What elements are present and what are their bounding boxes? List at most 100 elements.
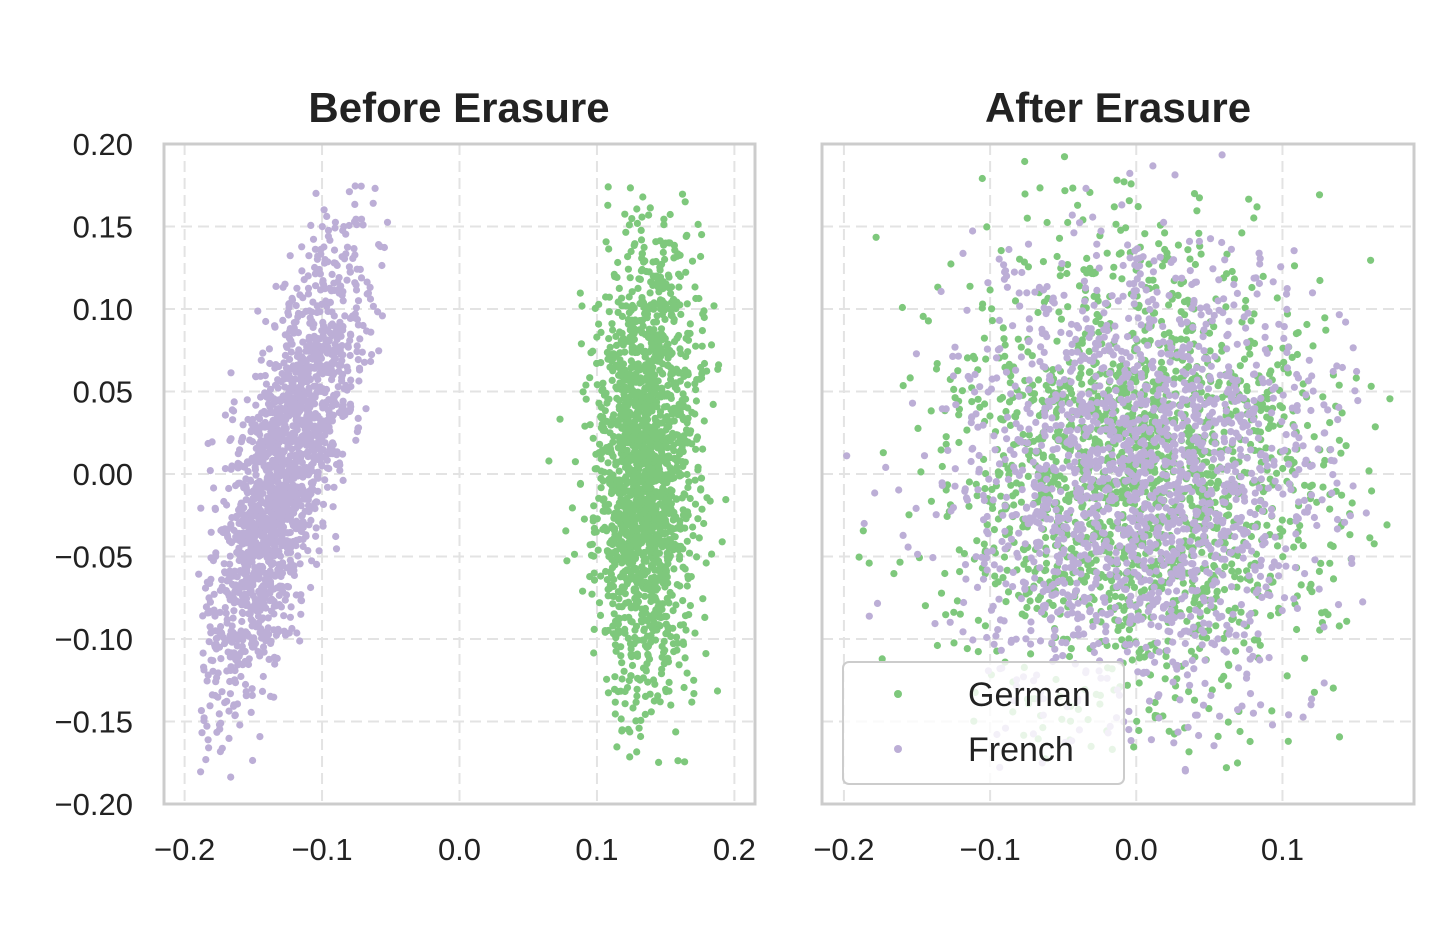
point-german <box>645 211 653 219</box>
point-german <box>1056 272 1064 280</box>
point-german <box>680 432 688 440</box>
point-french <box>222 609 230 617</box>
point-german <box>691 629 699 637</box>
point-french <box>346 336 354 345</box>
point-german <box>681 524 689 532</box>
point-german <box>605 293 614 301</box>
point-french <box>280 359 288 367</box>
point-french <box>222 587 230 596</box>
y-tick-label: −0.10 <box>55 622 133 657</box>
point-german <box>609 326 617 334</box>
point-german <box>1352 374 1360 382</box>
point-german <box>700 359 709 368</box>
point-french <box>233 573 241 581</box>
point-german <box>1185 688 1193 696</box>
point-french <box>343 243 352 251</box>
point-french <box>363 290 371 298</box>
point-german <box>692 342 700 350</box>
point-german <box>595 320 603 328</box>
point-french <box>225 707 233 715</box>
point-german <box>628 661 637 670</box>
point-german <box>990 526 999 534</box>
point-german <box>652 378 660 386</box>
point-german <box>1017 498 1025 506</box>
point-german <box>1078 339 1086 347</box>
point-german <box>630 390 638 398</box>
point-french <box>259 593 267 602</box>
point-german <box>650 318 658 326</box>
point-german <box>1000 335 1008 343</box>
point-french <box>202 756 210 764</box>
point-french <box>259 603 267 611</box>
point-german <box>670 648 678 656</box>
point-french <box>227 435 235 443</box>
point-german <box>656 698 664 706</box>
point-french <box>352 281 360 289</box>
point-french <box>223 526 231 534</box>
point-german <box>604 459 612 467</box>
point-german <box>656 366 664 374</box>
point-german <box>605 335 613 343</box>
point-french <box>273 654 281 663</box>
point-french <box>252 373 260 381</box>
point-french <box>296 291 304 299</box>
point-french <box>280 447 288 455</box>
point-french <box>202 603 210 611</box>
point-german <box>661 612 669 620</box>
point-german <box>645 406 654 414</box>
point-german <box>627 334 636 342</box>
point-german <box>684 329 692 337</box>
point-german <box>1294 329 1302 337</box>
point-french <box>251 639 260 648</box>
point-french <box>297 526 305 534</box>
point-german <box>556 415 564 423</box>
point-german <box>628 215 636 223</box>
point-french <box>197 504 205 512</box>
point-german <box>639 524 647 533</box>
point-german <box>683 470 691 479</box>
point-german <box>1367 256 1375 264</box>
point-german <box>654 602 662 611</box>
point-german <box>618 329 626 337</box>
point-french <box>226 560 234 568</box>
point-german <box>1112 220 1120 228</box>
point-french <box>254 307 262 315</box>
point-german <box>589 347 597 355</box>
point-german <box>666 527 675 536</box>
point-french <box>314 487 322 495</box>
point-german <box>693 553 701 561</box>
point-german <box>683 582 691 590</box>
point-french <box>285 466 294 474</box>
point-french <box>239 421 247 429</box>
point-french <box>272 428 280 436</box>
point-german <box>1214 732 1222 741</box>
point-german <box>707 341 716 349</box>
point-german <box>616 545 625 553</box>
point-french <box>309 298 317 306</box>
point-german <box>965 478 974 486</box>
point-french <box>266 409 274 417</box>
point-german <box>617 652 625 660</box>
point-french <box>288 340 296 348</box>
x-tick-label: −0.2 <box>154 832 215 867</box>
point-french <box>248 685 256 693</box>
point-german <box>689 523 697 531</box>
point-french <box>256 431 264 439</box>
point-german <box>671 383 679 391</box>
point-french <box>328 270 336 278</box>
point-french <box>211 504 219 512</box>
point-german <box>639 193 647 201</box>
point-french <box>285 372 293 380</box>
point-german <box>672 728 680 736</box>
point-french <box>241 680 250 689</box>
point-german <box>644 393 652 401</box>
point-german <box>626 274 634 282</box>
point-german <box>669 516 677 524</box>
point-french <box>265 630 273 638</box>
point-french <box>273 528 281 536</box>
point-german <box>644 306 652 314</box>
point-german <box>683 669 691 677</box>
point-german <box>689 532 697 540</box>
point-french <box>236 567 244 575</box>
point-french <box>297 610 305 618</box>
